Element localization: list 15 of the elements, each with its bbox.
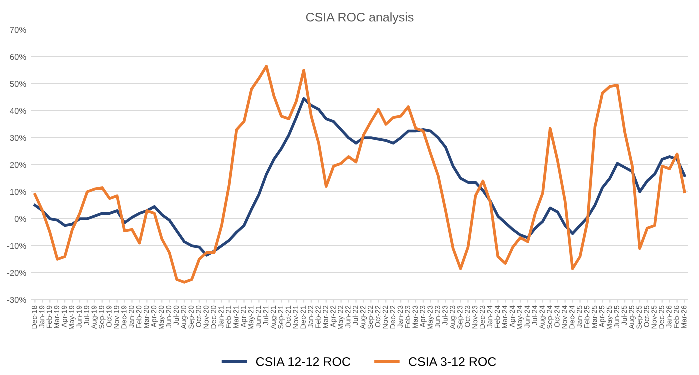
line-series — [34, 65, 686, 284]
y-tick-label: -10% — [8, 243, 26, 250]
y-tick-label: -20% — [8, 270, 26, 276]
legend-label: CSIA 3-12 ROC — [409, 357, 496, 366]
y-tick-label: 70% — [10, 27, 26, 34]
chart-title: CSIA ROC analysis — [306, 12, 414, 24]
y-tick-label: 20% — [10, 162, 26, 168]
y-tick-label: 30% — [10, 135, 26, 142]
y-tick-label: 50% — [10, 81, 26, 88]
y-tick-label: 40% — [10, 108, 26, 114]
y-tick-label: 0% — [14, 216, 26, 222]
y-tick-label: 60% — [10, 54, 26, 60]
y-tick-label: -30% — [8, 297, 26, 304]
y-tick-label: 10% — [10, 189, 26, 196]
legend-label: CSIA 12-12 ROC — [256, 357, 350, 366]
